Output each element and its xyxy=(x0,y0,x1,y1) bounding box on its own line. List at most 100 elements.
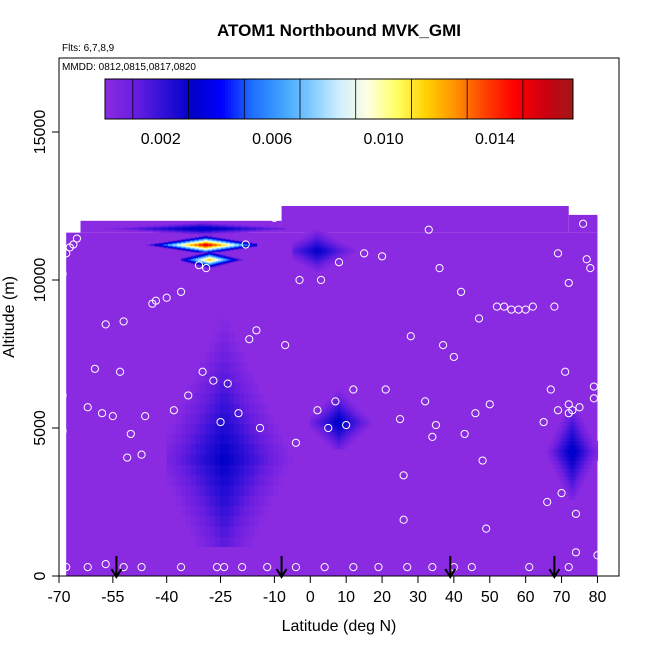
heatmap-cell xyxy=(298,259,302,263)
heatmap-cell xyxy=(193,262,197,264)
colorbar-swatch xyxy=(169,79,173,119)
heatmap-cell xyxy=(229,244,235,246)
heatmap-cell xyxy=(327,255,331,258)
heatmap-cell xyxy=(244,351,250,363)
heatmap-cell xyxy=(234,249,240,251)
heatmap-cell xyxy=(190,443,197,455)
heatmap-cell xyxy=(556,425,560,430)
heatmap-cell xyxy=(312,247,317,250)
flight-point xyxy=(553,249,563,258)
heatmap-cell xyxy=(185,238,191,240)
heatmap-cell xyxy=(576,471,579,477)
heatmap-cell xyxy=(234,361,240,373)
heatmap-cell xyxy=(190,249,196,252)
heatmap-cell xyxy=(215,392,221,404)
heatmap-cell xyxy=(309,240,314,244)
heatmap-cell xyxy=(210,257,214,259)
heatmap-cell xyxy=(315,234,320,237)
heatmap-cell xyxy=(587,448,591,454)
heatmap-cell xyxy=(581,433,585,438)
heatmap-cell xyxy=(229,423,235,435)
heatmap-cell xyxy=(581,456,585,461)
flight-point xyxy=(209,376,218,385)
heatmap-cell xyxy=(359,434,364,438)
heatmap-cell xyxy=(303,237,308,240)
heatmap-cell xyxy=(322,415,326,419)
heatmap-cell xyxy=(315,258,320,261)
heatmap-cell xyxy=(198,261,202,264)
heatmap-cell xyxy=(303,261,308,264)
heatmap-cell xyxy=(337,408,341,412)
heatmap-cell xyxy=(208,265,212,267)
heatmap-cell xyxy=(345,415,349,419)
heatmap-cell xyxy=(207,245,213,247)
heatmap-cell xyxy=(593,444,597,450)
heatmap-cell xyxy=(318,236,322,239)
heatmap-cell xyxy=(218,262,222,264)
heatmap-cell xyxy=(330,431,334,435)
heatmap-cell xyxy=(176,423,182,435)
heatmap-cell xyxy=(205,260,209,262)
heatmap-cell xyxy=(312,412,316,416)
heatmap-cell xyxy=(568,495,572,500)
heatmap-cell xyxy=(218,255,222,257)
heatmap-cell xyxy=(564,464,568,469)
heatmap-cell xyxy=(342,429,346,433)
heatmap-cell xyxy=(194,239,200,241)
heatmap-cell xyxy=(566,471,570,477)
colorbar-swatch xyxy=(567,79,571,119)
heatmap-cell xyxy=(309,259,314,263)
heatmap-cell xyxy=(188,263,192,265)
heatmap-cell xyxy=(332,420,336,424)
heatmap-cell xyxy=(574,468,577,473)
heatmap-cell xyxy=(176,433,182,445)
colorbar-swatch xyxy=(201,79,205,119)
heatmap-cell xyxy=(332,424,336,428)
heatmap-cell xyxy=(324,250,328,253)
heatmap-cell xyxy=(210,260,214,262)
colorbar-tick-label: 0.006 xyxy=(252,131,292,148)
heatmap-cell xyxy=(233,260,237,262)
heatmap-cell xyxy=(322,429,326,433)
heatmap-cell xyxy=(585,440,589,446)
heatmap-cell xyxy=(159,241,165,244)
heatmap-cell xyxy=(549,437,552,442)
heatmap-cell xyxy=(223,260,227,262)
heatmap-cell xyxy=(325,441,329,445)
heatmap-cell xyxy=(562,460,566,465)
heatmap-cell xyxy=(185,248,191,250)
x-tick-label: 0 xyxy=(306,589,315,606)
heatmap-cell xyxy=(583,456,587,461)
heatmap-cell xyxy=(234,341,240,353)
heatmap-cell xyxy=(225,261,229,264)
heatmap-cell xyxy=(208,265,212,267)
heatmap-cell xyxy=(216,236,222,239)
heatmap-cell xyxy=(337,388,341,392)
heatmap-cell xyxy=(585,425,589,430)
heatmap-cell xyxy=(200,505,206,517)
heatmap-cell xyxy=(203,262,207,264)
heatmap-cell xyxy=(556,475,560,481)
heatmap-cell xyxy=(355,422,359,426)
heatmap-cell xyxy=(322,422,326,426)
heatmap-cell xyxy=(350,253,354,256)
heatmap-cell xyxy=(301,236,305,239)
heatmap-cell xyxy=(317,420,321,424)
heatmap-cell xyxy=(216,247,222,250)
heatmap-cell xyxy=(321,261,325,264)
heatmap-cell xyxy=(207,235,213,237)
heatmap-cell xyxy=(298,237,302,240)
heatmap-cell xyxy=(238,247,244,250)
heatmap-cell xyxy=(352,415,356,419)
heatmap-cell xyxy=(205,454,211,466)
heatmap-cell xyxy=(566,479,570,485)
heatmap-cell xyxy=(277,474,284,486)
heatmap-cell xyxy=(225,254,229,256)
heatmap-cell xyxy=(223,258,227,260)
heatmap-cell xyxy=(230,259,234,261)
heatmap-cell xyxy=(248,224,257,226)
heatmap-cell xyxy=(244,392,250,404)
heatmap-cell xyxy=(263,402,269,414)
heatmap-cell xyxy=(228,262,232,264)
heatmap-cell xyxy=(221,245,227,248)
